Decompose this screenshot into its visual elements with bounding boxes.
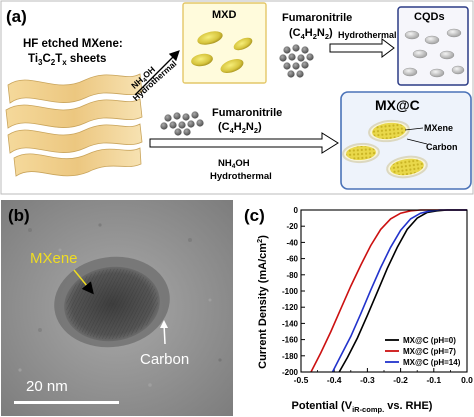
mxc-mxene-label: MXene (424, 123, 453, 133)
panel-a-label: (a) (6, 7, 27, 26)
y-tick-label: -80 (286, 271, 298, 280)
panel-c: (c) Current Density (mA/cm2) -200-180-16… (244, 206, 473, 414)
cqds-box (397, 6, 469, 86)
chart-xticks: -0.5 -0.4 -0.3 -0.2 -0.1 0.0 (294, 368, 473, 385)
scale-bar-label: 20 nm (26, 378, 68, 395)
fum-bottom-formula: (C4H2N2) (218, 121, 262, 135)
y-tick-label: 0 (294, 206, 299, 215)
x-tick-label: -0.5 (294, 375, 309, 385)
panel-c-label: (c) (244, 206, 265, 225)
x-tick-label: -0.4 (327, 375, 342, 385)
fum-top-dots (279, 44, 314, 78)
chart-xlabel: Potential (ViR-comp. vs. RHE) (292, 400, 433, 414)
chart-ylabel: Current Density (mA/cm2) (255, 235, 269, 369)
mxc-box (340, 91, 472, 190)
tem-mxene-label: MXene (30, 250, 78, 267)
legend-label: MX@C (pH=0) (403, 336, 456, 345)
fum-bottom-name: Fumaronitrile (212, 107, 282, 119)
plot-frame (300, 209, 468, 373)
arrow-right-label: Hydrothermal (338, 30, 397, 40)
mxc-label: MX@C (375, 97, 420, 113)
y-tick-label: -60 (286, 255, 298, 264)
panel-a: (a) HF etched MXene: Ti3C2Tx sheets NH4O… (0, 0, 474, 195)
mxene-sheets-image (5, 73, 143, 177)
svg-text:Current Density (mA/cm2): Current Density (mA/cm2) (255, 235, 269, 369)
mxc-carbon-label: Carbon (426, 142, 458, 152)
scale-bar (14, 401, 119, 404)
tem-noise (18, 223, 222, 387)
cqds-label: CQDs (414, 11, 445, 23)
left-formula: Ti3C2Tx sheets (28, 53, 106, 67)
legend-label: MX@C (pH=14) (403, 358, 461, 367)
y-tick-label: -180 (282, 352, 299, 361)
bottom-arrow-label-2: Hydrothermal (210, 171, 272, 182)
panel-b-label: (b) (8, 206, 30, 225)
y-tick-label: -20 (286, 222, 298, 231)
fum-top-name: Fumaronitrile (282, 12, 352, 24)
mxc-particles (342, 119, 428, 179)
mxc-arrow (149, 132, 339, 154)
legend-label: MX@C (pH=7) (403, 347, 456, 356)
x-tick-label: 0.0 (461, 375, 473, 385)
y-tick-label: -120 (282, 303, 299, 312)
y-tick-label: -140 (282, 319, 299, 328)
hydrothermal-arrow (329, 38, 395, 58)
fum-bottom-dots (160, 111, 204, 136)
x-tick-label: -0.3 (360, 375, 375, 385)
tem-carbon-label: Carbon (140, 351, 189, 368)
x-tick-label: -0.2 (393, 375, 408, 385)
left-title: HF etched MXene: (23, 38, 123, 50)
fum-top-formula: (C4H2N2) (289, 27, 333, 41)
bottom-arrow-label-1: NH4OH (218, 158, 250, 170)
y-tick-label: -200 (282, 368, 299, 377)
x-tick-label: -0.1 (426, 375, 441, 385)
y-tick-label: -160 (282, 336, 299, 345)
mxd-label: MXD (212, 9, 237, 21)
chart-legend: MX@C (pH=0) MX@C (pH=7) MX@C (pH=14) (385, 336, 461, 367)
y-tick-label: -100 (282, 287, 299, 296)
y-tick-label: -40 (286, 238, 298, 247)
arrow-to-mxd (134, 50, 180, 96)
panel-b: (b) MXene Carbon 20 nm (1, 200, 233, 416)
